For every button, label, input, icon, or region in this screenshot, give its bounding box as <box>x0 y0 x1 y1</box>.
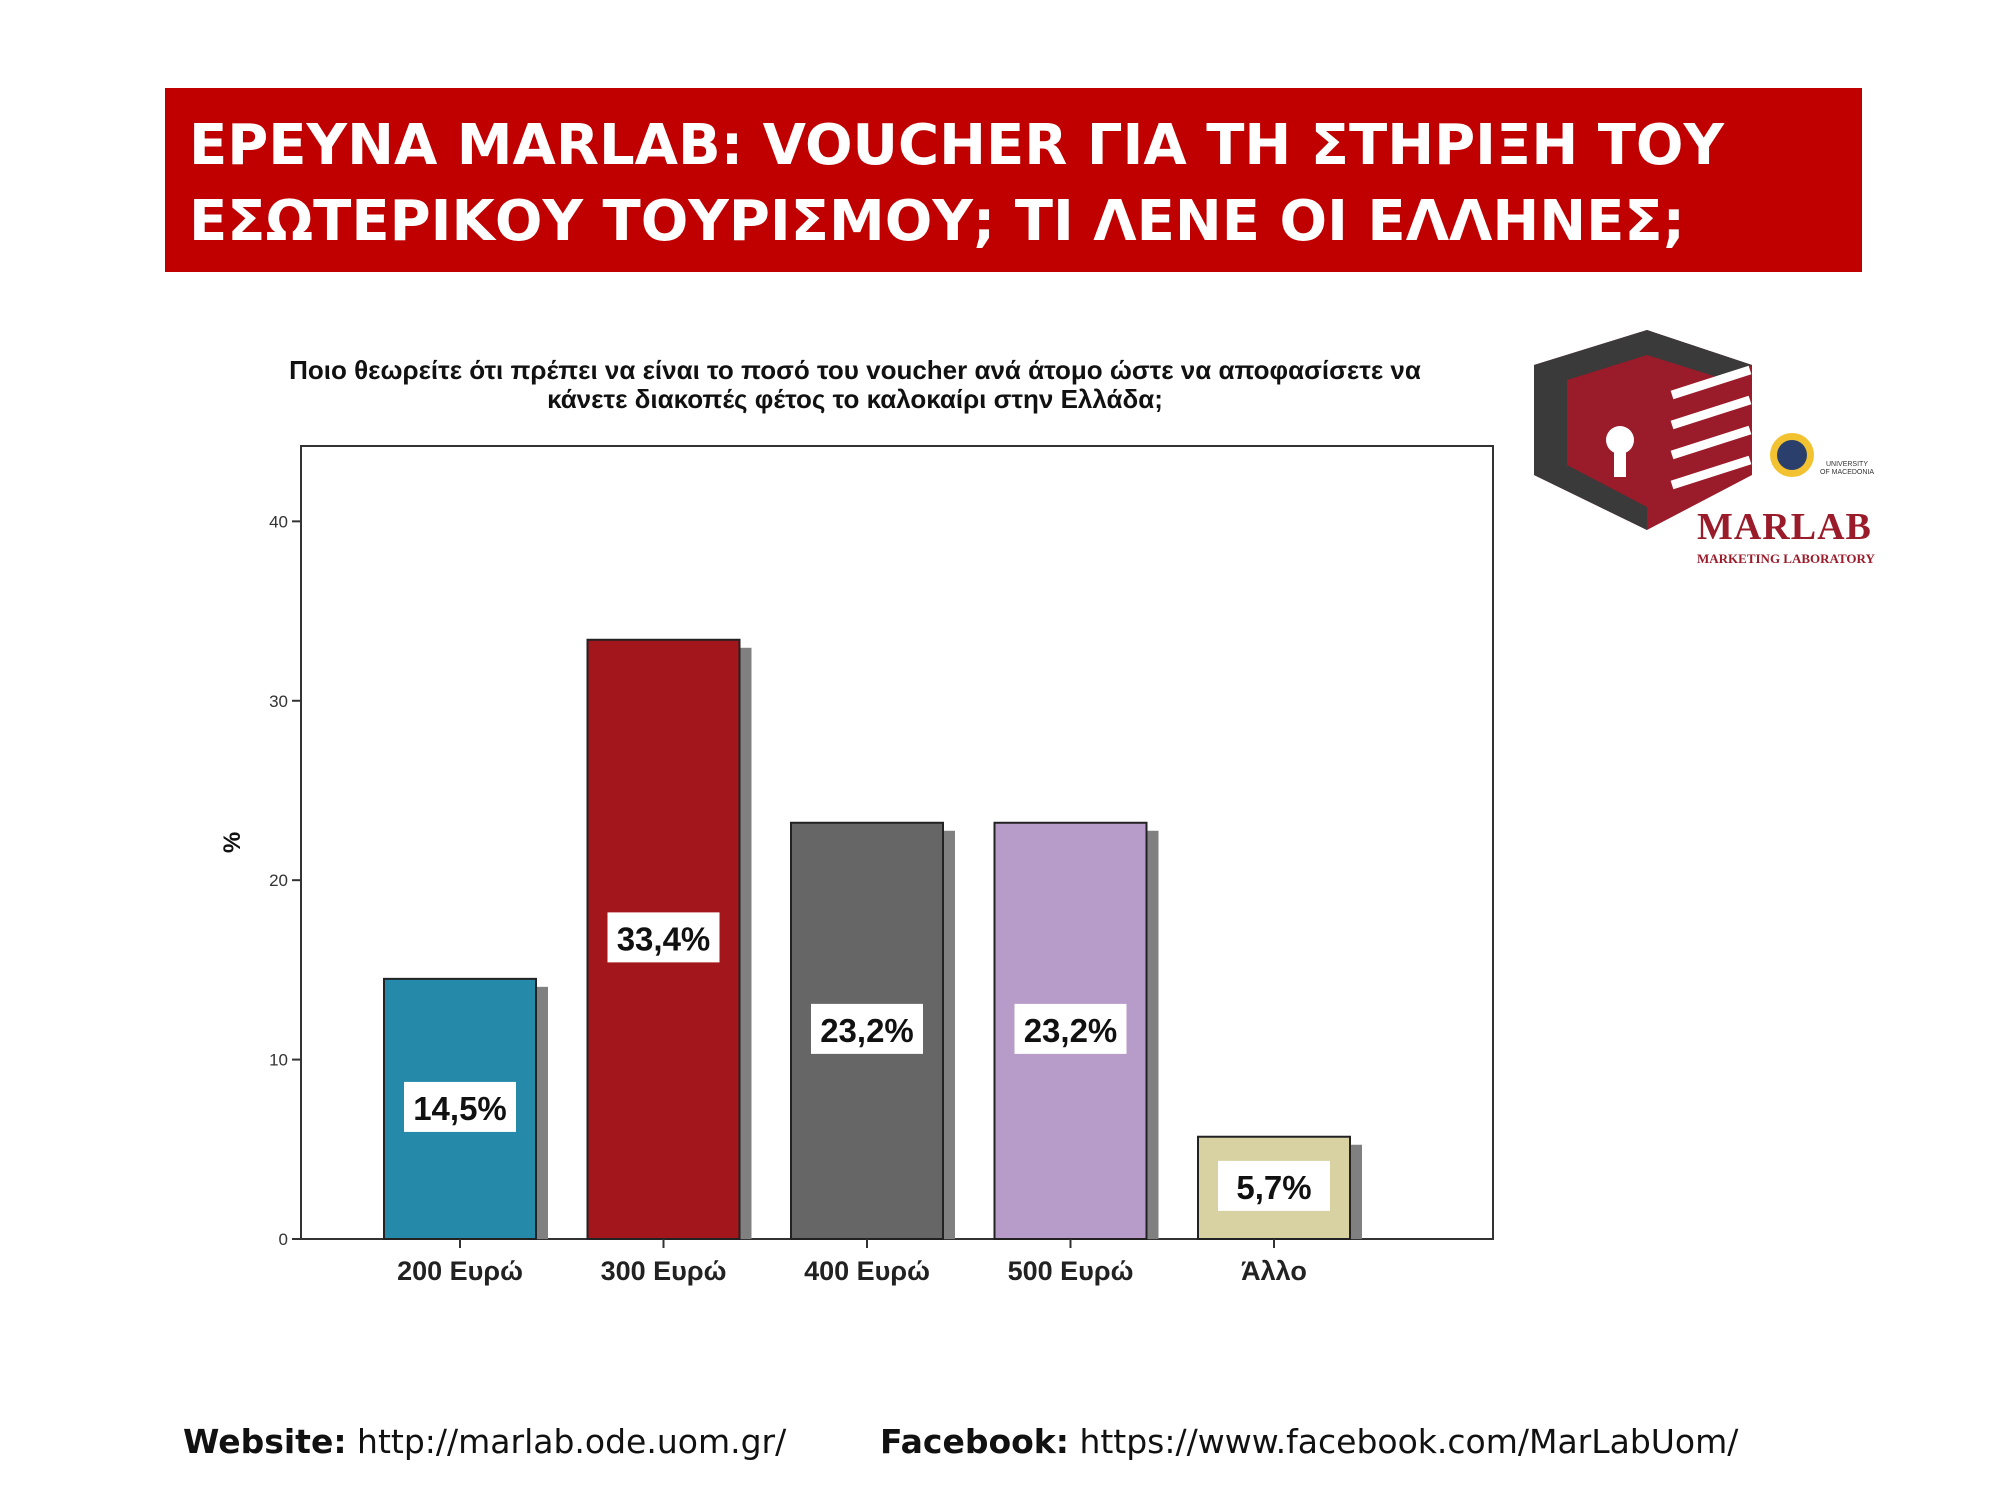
website-footer: Website: http://marlab.ode.uom.gr/ <box>183 1422 786 1461</box>
facebook-label: Facebook: <box>880 1422 1069 1461</box>
university-caption: UNIVERSITY OF MACEDONIA <box>1817 461 1877 477</box>
logo-wordmark: MARLAB <box>1697 506 1872 548</box>
y-tick-label: 20 <box>269 871 288 890</box>
data-label-box <box>1218 1160 1330 1211</box>
university-line-1: UNIVERSITY <box>1825 461 1868 468</box>
website-label: Website: <box>183 1422 347 1461</box>
y-axis-label: % <box>219 832 246 853</box>
logo-subtitle: MARKETING LABORATORY <box>1697 551 1875 566</box>
x-tick-label: Άλλο <box>1241 1256 1307 1286</box>
y-tick-label: 30 <box>269 692 288 711</box>
data-label: 33,4% <box>617 920 711 957</box>
x-tick-label: 200 Ευρώ <box>397 1256 523 1286</box>
data-label: 14,5% <box>413 1090 507 1127</box>
chart-title: Ποιο θεωρείτε ότι πρέπει να είναι το ποσ… <box>190 356 1520 414</box>
data-label-box <box>811 1003 923 1054</box>
banner-title-line-1: ΕΡΕΥΝΑ MARLAB: VOUCHER ΓΙΑ ΤΗ ΣΤΗΡΙΞΗ ΤΟ… <box>189 113 1725 178</box>
chart-title-line-2: κάνετε διακοπές φέτος το καλοκαίρι στην … <box>547 384 1163 414</box>
x-tick-label: 500 Ευρώ <box>1008 1256 1134 1286</box>
chart-title-line-1: Ποιο θεωρείτε ότι πρέπει να είναι το ποσ… <box>289 355 1421 385</box>
banner-title-line-2: ΕΣΩΤΕΡΙΚΟΥ ΤΟΥΡΙΣΜΟΥ; ΤΙ ΛΕΝΕ ΟΙ ΕΛΛΗΝΕΣ… <box>189 189 1686 254</box>
data-label-box <box>404 1081 516 1132</box>
data-label-box <box>1014 1003 1127 1054</box>
data-label: 23,2% <box>1024 1012 1118 1049</box>
data-label-box <box>607 912 720 963</box>
y-tick-label: 40 <box>269 512 288 531</box>
y-tick-label: 10 <box>269 1051 288 1070</box>
university-line-2: OF MACEDONIA <box>1819 469 1875 476</box>
marlab-logo: UNIVERSITY OF MACEDONIA MARLAB MARKETING… <box>1522 325 1887 575</box>
x-tick-label: 300 Ευρώ <box>601 1256 727 1286</box>
data-label: 5,7% <box>1236 1169 1311 1206</box>
facebook-link[interactable]: https://www.facebook.com/MarLabUom/ <box>1079 1422 1739 1461</box>
website-link[interactable]: http://marlab.ode.uom.gr/ <box>357 1422 787 1461</box>
marlab-box-icon <box>1534 330 1814 530</box>
title-banner: ΕΡΕΥΝΑ MARLAB: VOUCHER ΓΙΑ ΤΗ ΣΤΗΡΙΞΗ ΤΟ… <box>165 88 1862 272</box>
facebook-footer: Facebook: https://www.facebook.com/MarLa… <box>880 1422 1738 1461</box>
x-tick-label: 400 Ευρώ <box>804 1256 930 1286</box>
data-label: 23,2% <box>820 1012 914 1049</box>
y-tick-label: 0 <box>279 1230 288 1249</box>
